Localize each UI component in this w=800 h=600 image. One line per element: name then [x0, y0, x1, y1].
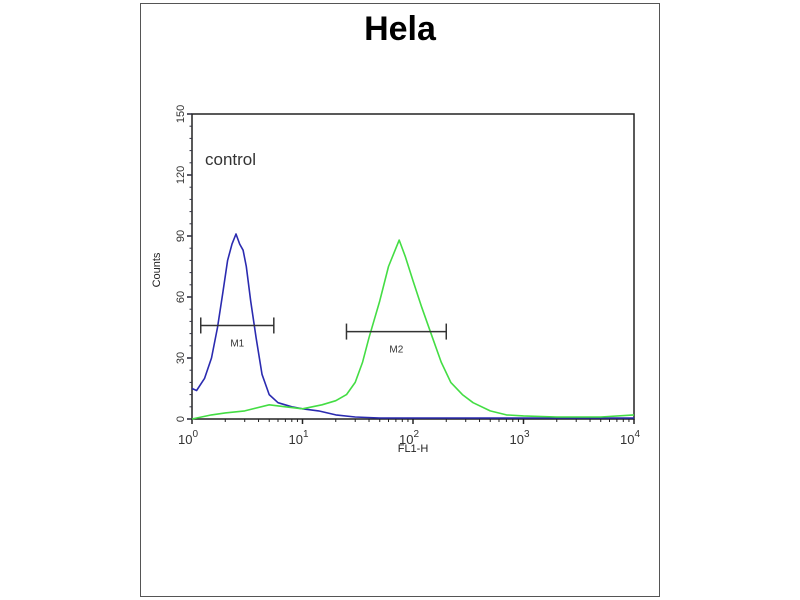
sample-histogram-line: [191, 239, 635, 420]
control-histogram-line: [191, 233, 634, 419]
chart-title: Hela: [364, 10, 436, 48]
x-tick-base: 10: [178, 432, 192, 447]
y-tick-label: 30: [175, 352, 187, 364]
x-tick-base: 10: [288, 432, 302, 447]
y-tick-label: 60: [175, 291, 187, 303]
gate-label: M1: [230, 338, 244, 349]
plot-area: [191, 113, 635, 420]
x-tick-exponent: 1: [303, 429, 309, 440]
gate-label: M2: [389, 345, 403, 356]
y-tick-label: 0: [175, 416, 187, 422]
x-tick-label: 103: [509, 429, 529, 447]
x-tick-label: 102: [399, 429, 419, 447]
x-tick-base: 10: [620, 432, 634, 447]
x-tick-label: 104: [620, 429, 640, 447]
gate-m1: M1: [199, 317, 275, 349]
control-label: control: [205, 150, 256, 169]
x-tick-exponent: 3: [524, 429, 530, 440]
x-tick-label: 101: [288, 429, 308, 447]
y-tick-label: 90: [175, 230, 187, 242]
x-tick-exponent: 2: [413, 429, 419, 440]
x-tick-exponent: 0: [192, 429, 198, 440]
y-axis-label: Counts: [151, 252, 163, 287]
x-tick-base: 10: [509, 432, 523, 447]
x-tick-label: 100: [178, 429, 198, 447]
y-tick-label: 120: [175, 166, 187, 184]
y-tick-label: 150: [175, 105, 187, 123]
gate-m2: M2: [345, 323, 448, 356]
x-axis-label: FL1-H: [398, 443, 429, 455]
x-tick-base: 10: [399, 432, 413, 447]
figure-frame: [140, 3, 660, 597]
x-tick-exponent: 4: [634, 429, 640, 440]
